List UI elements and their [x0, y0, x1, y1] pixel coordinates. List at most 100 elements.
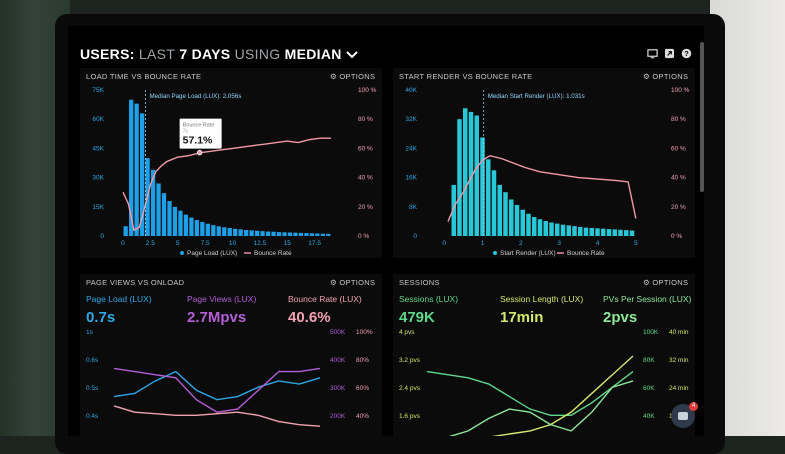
left-tick-label: 0.4s — [86, 413, 99, 420]
chart-bar — [315, 233, 320, 236]
right-tick-label: 60% — [356, 385, 369, 392]
y2-tick-label: 0 % — [358, 233, 369, 240]
y-tick-label: 60K — [92, 116, 104, 123]
left-tick-label: 3.2 pvs — [399, 357, 421, 364]
chart-bar — [457, 119, 462, 236]
kpi-value-page-views: 2.7Mpvs — [187, 309, 247, 326]
chart-bar — [595, 228, 600, 236]
start-render-chart: 40K 32K 24K 16K 8K 0 100 % 80 % 60 % 40 % 20 % 0 % M… — [405, 87, 690, 257]
chart-bar — [572, 226, 577, 236]
chart-bar — [183, 214, 189, 236]
y2-tick-label: 40 % — [671, 175, 686, 182]
series-line — [448, 380, 634, 436]
y2-tick-label: 60 % — [671, 145, 686, 152]
pageviews-options[interactable]: ⚙ OPTIONS — [330, 278, 375, 287]
chart-bar — [474, 115, 479, 236]
chart-bar — [254, 230, 260, 236]
chart-bar — [293, 232, 298, 236]
chart-bar — [486, 159, 491, 236]
options-label: OPTIONS — [652, 72, 689, 81]
chart-bar — [134, 103, 139, 236]
y2-tick-label: 100 % — [671, 87, 690, 94]
left-tick-label: 2.4 pvs — [399, 385, 421, 392]
chart-bar — [326, 233, 331, 236]
mid-tick-label: 200K — [330, 413, 346, 420]
right-tick-label: 32 min — [669, 357, 689, 364]
chart-bar — [227, 228, 232, 236]
kpi-label-page-views: Page Views (LUX) — [187, 294, 257, 304]
right-tick-label: 40% — [356, 413, 369, 420]
chart-bar — [189, 217, 194, 236]
x-tick-label: 0 — [121, 240, 125, 247]
chart-bar — [526, 213, 531, 236]
kpi-value-bounce-rate: 40.6% — [288, 309, 331, 326]
scrollbar[interactable] — [700, 42, 704, 192]
chart-bar — [463, 108, 468, 236]
chart-bar — [309, 233, 315, 236]
y-tick-label: 32K — [405, 116, 417, 123]
title-range: LAST — [138, 46, 176, 62]
kpi-value-pvs-per-session: 2pvs — [603, 309, 638, 326]
y2-tick-label: 20 % — [671, 204, 686, 211]
kpi-value-page-load: 0.7s — [86, 309, 116, 326]
sessions-options[interactable]: ⚙ OPTIONS — [643, 278, 688, 287]
left-tick-label: 0.5s — [86, 385, 99, 392]
kpi-value-sessions: 479K — [399, 309, 435, 326]
median-marker-label: Median Page Load (LUX): 2.056s — [149, 93, 241, 100]
legend-label: Bounce Rate — [254, 250, 292, 257]
panel-pageviews — [80, 274, 382, 436]
chart-bar — [543, 221, 548, 236]
series-line — [113, 367, 321, 413]
chevron-down-icon[interactable] — [346, 51, 358, 59]
options-label: OPTIONS — [339, 72, 376, 81]
chart-bar — [304, 233, 309, 236]
mid-tick-label: 300K — [330, 385, 346, 392]
page-title[interactable]: USERS: LAST 7 DAYS USING MEDIAN — [80, 46, 358, 62]
chart-bar — [320, 233, 325, 236]
pageviews-panel-title: PAGE VIEWS VS ONLOAD — [86, 278, 185, 287]
median-marker-label: Median Start Render (LUX): 1.031s — [488, 93, 585, 100]
chart-bar — [211, 225, 216, 236]
x-tick-label: 12.5 — [254, 240, 267, 247]
chart-bar — [260, 231, 265, 236]
pageviews-chart: 1s 0.6s 0.5s 0.4s 500K 400K 300K 200K 100% 80% 60%… — [86, 329, 373, 427]
chart-bar — [624, 230, 629, 236]
right-tick-label: 80% — [356, 357, 369, 364]
kpi-label-page-load: Page Load (LUX) — [86, 294, 152, 304]
tooltip-value: 57.1% — [183, 135, 213, 147]
legend-swatch-bars — [180, 251, 184, 255]
y-tick-label: 45K — [92, 145, 104, 152]
y-tick-label: 0 — [413, 233, 417, 240]
render-options[interactable]: ⚙ OPTIONS — [643, 72, 688, 81]
series-line — [113, 405, 321, 427]
y2-tick-label: 20 % — [358, 204, 373, 211]
load-options[interactable]: ⚙ OPTIONS — [330, 72, 375, 81]
legend-label: Start Render (LUX) — [500, 250, 556, 257]
kpi-value-session-length: 17min — [500, 309, 544, 326]
chart-bar — [244, 229, 249, 236]
mid-tick-label: 60K — [643, 385, 655, 392]
share-icon[interactable] — [664, 48, 675, 59]
sessions-panel-title: SESSIONS — [399, 278, 440, 287]
y-tick-label: 24K — [405, 145, 417, 152]
chart-bar — [549, 222, 554, 236]
chart-bar — [216, 226, 221, 236]
mid-tick-label: 400K — [330, 357, 346, 364]
y2-tick-label: 80 % — [358, 116, 373, 123]
legend-swatch-bars — [493, 251, 497, 255]
chart-bar — [520, 209, 525, 236]
legend-label: Bounce Rate — [567, 250, 605, 257]
bounce-rate-line — [122, 137, 332, 232]
gear-icon: ⚙ — [643, 72, 651, 81]
chart-bar — [156, 183, 161, 236]
chart-bar — [497, 184, 502, 236]
y-tick-label: 16K — [405, 175, 417, 182]
chat-icon[interactable] — [671, 404, 695, 428]
y2-tick-label: 60 % — [358, 145, 373, 152]
kpi-label-session-length: Session Length (LUX) — [500, 294, 584, 304]
svg-text:?: ? — [684, 49, 689, 58]
chart-bar — [287, 232, 293, 236]
tooltip-sub: 7s — [183, 129, 189, 135]
help-icon[interactable]: ? — [681, 48, 692, 59]
monitor-icon[interactable] — [647, 48, 658, 59]
